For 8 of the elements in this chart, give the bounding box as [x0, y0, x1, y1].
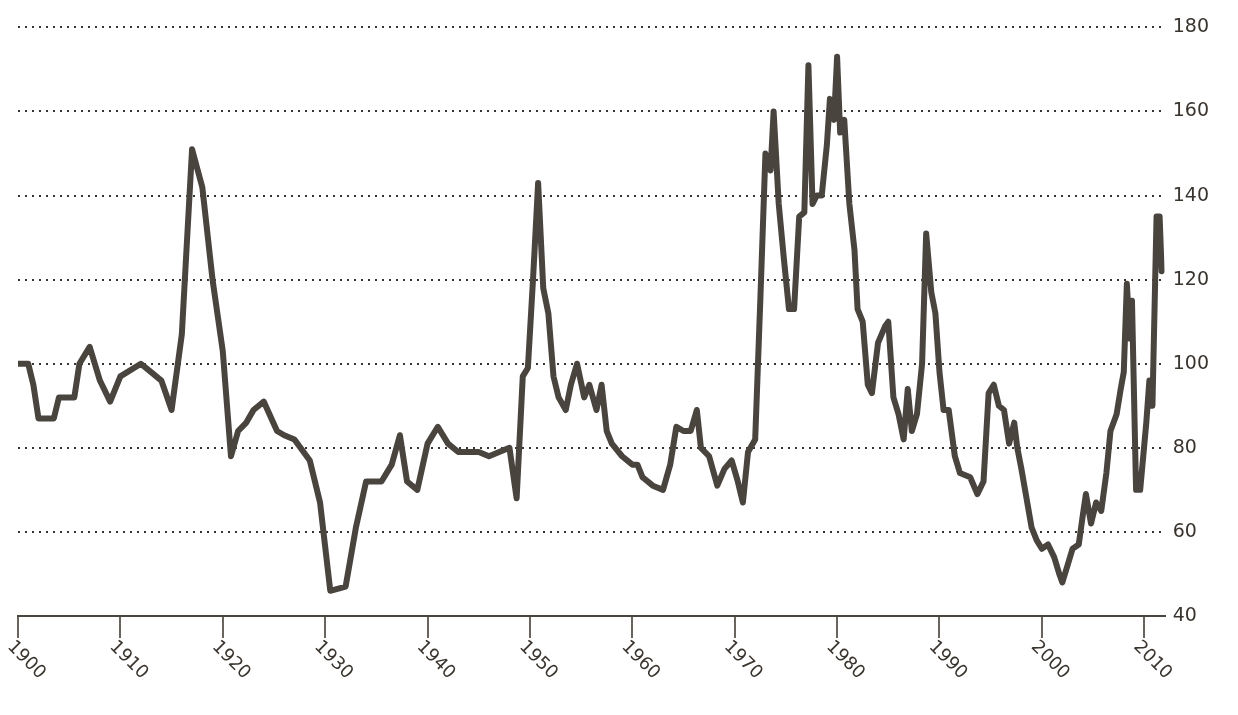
y-tick-label: 160	[1172, 98, 1209, 121]
y-tick-label: 40	[1172, 602, 1197, 625]
y-tick-label: 100	[1172, 350, 1209, 373]
y-tick-label: 180	[1172, 14, 1209, 37]
y-tick-label: 60	[1172, 518, 1197, 541]
y-tick-label: 80	[1172, 434, 1197, 457]
y-tick-label: 120	[1172, 266, 1209, 289]
y-tick-label: 140	[1172, 182, 1209, 205]
